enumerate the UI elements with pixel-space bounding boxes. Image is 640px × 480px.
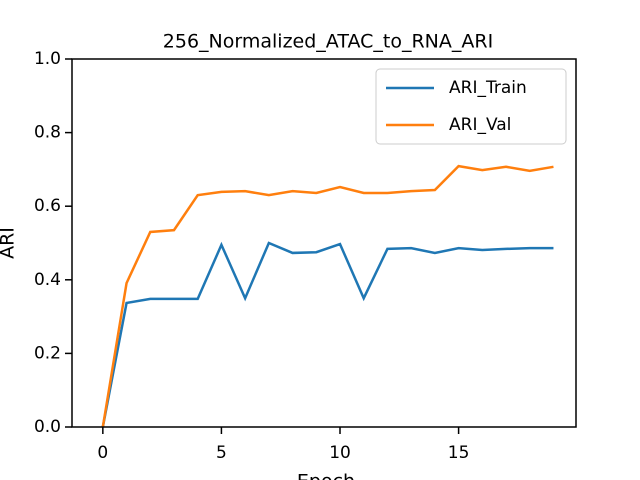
y-tick-label: 1.0 <box>34 49 61 69</box>
chart-title: 256_Normalized_ATAC_to_RNA_ARI <box>163 31 493 53</box>
y-tick-label: 0.4 <box>34 270 61 290</box>
y-tick-label: 0.6 <box>34 196 61 216</box>
legend-label: ARI_Val <box>449 115 511 135</box>
y-tick-label: 0.8 <box>34 123 61 143</box>
x-tick-label: 10 <box>329 443 351 463</box>
x-tick-label: 5 <box>216 443 227 463</box>
x-axis-label: Epoch <box>297 471 355 480</box>
y-axis-label: ARI <box>0 227 19 259</box>
line <box>101 241 554 428</box>
y-tick-label: 0.2 <box>34 343 61 363</box>
y-tick-label: 0.0 <box>34 417 61 437</box>
x-tick-label: 15 <box>448 443 470 463</box>
line <box>101 164 554 428</box>
plot-frame <box>71 58 577 428</box>
legend-label: ARI_Train <box>449 78 527 98</box>
x-tick-label: 0 <box>97 443 108 463</box>
